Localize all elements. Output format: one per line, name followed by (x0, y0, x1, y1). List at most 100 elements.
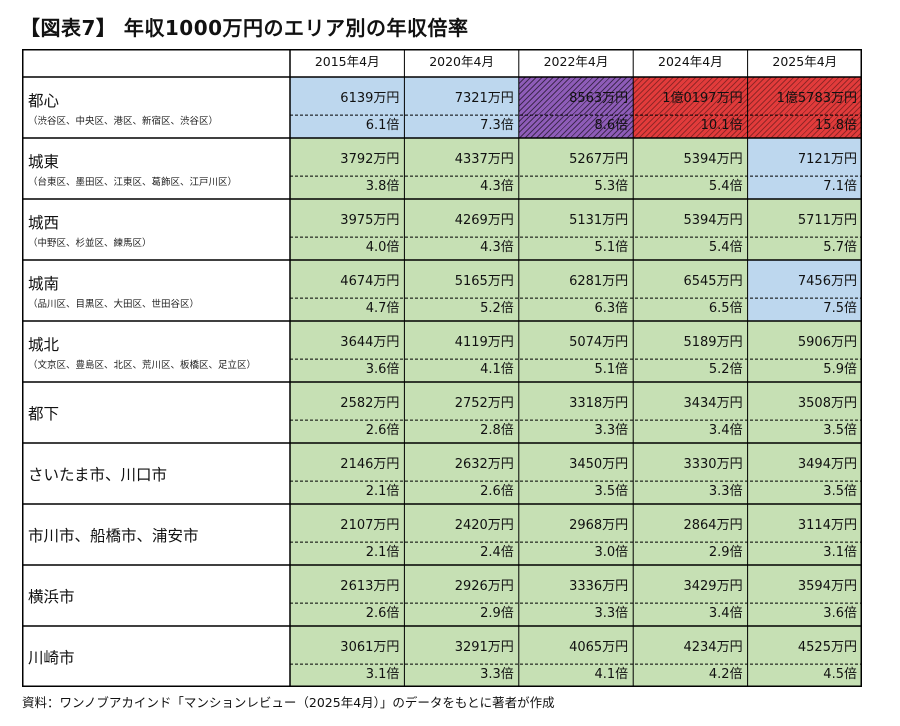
price-cell: 2926万円 (404, 565, 519, 604)
ratio-cell: 2.6倍 (290, 420, 405, 443)
ratio-cell: 3.3倍 (404, 664, 519, 687)
price-cell: 2632万円 (404, 443, 519, 482)
column-header: 2024年4月 (658, 54, 723, 69)
ratio-cell: 7.3倍 (404, 115, 519, 138)
price-cell: 8563万円 (518, 77, 634, 116)
area-wards: （品川区、目黒区、大田区、世田谷区） (28, 298, 200, 310)
ratio-cell: 5.2倍 (633, 359, 748, 382)
area-name: 都心 (28, 91, 60, 110)
ratio-cell: 3.4倍 (633, 603, 748, 626)
ratio-cell: 3.4倍 (633, 420, 748, 443)
price-cell: 4065万円 (518, 626, 634, 665)
price-cell: 2582万円 (290, 382, 405, 421)
ratio-cell: 5.1倍 (518, 359, 634, 382)
ratio-cell: 2.9倍 (633, 542, 748, 565)
ratio-cell: 5.9倍 (747, 359, 862, 382)
ratio-cell: 6.1倍 (290, 115, 405, 138)
price-cell: 2864万円 (633, 504, 748, 543)
area-name: 市川市、船橋市、浦安市 (28, 526, 199, 545)
price-cell: 3330万円 (633, 443, 748, 482)
ratio-cell: 2.6倍 (404, 481, 519, 504)
area-name: 城東 (28, 152, 60, 171)
price-cell: 3644万円 (290, 321, 405, 360)
price-cell: 2752万円 (404, 382, 519, 421)
price-cell: 5267万円 (518, 138, 634, 177)
price-cell: 2146万円 (290, 443, 405, 482)
row-label: 横浜市 (22, 565, 290, 626)
row-label: 城東 （台東区、墨田区、江東区、葛飾区、江戸川区） (22, 138, 290, 199)
area-wards: （台東区、墨田区、江東区、葛飾区、江戸川区） (28, 176, 238, 188)
row-label: 川崎市 (22, 626, 290, 687)
row-label: さいたま市、川口市 (22, 443, 290, 504)
area-wards: （渋谷区、中央区、港区、新宿区、渋谷区） (28, 115, 219, 127)
source-note: 資料：ワンノブアカインド「マンションレビュー（2025年4月）」のデータをもとに… (22, 695, 555, 710)
price-cell: 7321万円 (404, 77, 519, 116)
price-cell: 1億5783万円 (747, 77, 862, 116)
ratio-cell: 3.6倍 (747, 603, 862, 626)
ratio-cell: 3.8倍 (290, 176, 405, 199)
price-cell: 5189万円 (633, 321, 748, 360)
ratio-cell: 3.1倍 (747, 542, 862, 565)
column-header: 2022年4月 (543, 54, 609, 69)
area-name: 川崎市 (28, 648, 75, 667)
ratio-cell: 5.1倍 (518, 237, 634, 260)
ratio-cell: 2.9倍 (404, 603, 519, 626)
area-name: 城北 (28, 335, 60, 354)
ratio-cell: 2.1倍 (290, 481, 405, 504)
price-cell: 5131万円 (518, 199, 634, 238)
ratio-cell: 5.2倍 (404, 298, 519, 321)
ratio-cell: 4.1倍 (404, 359, 519, 382)
ratio-cell: 7.1倍 (747, 176, 862, 199)
price-cell: 7456万円 (747, 260, 862, 299)
ratio-cell: 3.3倍 (518, 420, 634, 443)
ratio-cell: 3.1倍 (290, 664, 405, 687)
ratio-cell: 5.7倍 (747, 237, 862, 260)
price-cell: 2613万円 (290, 565, 405, 604)
ratio-table: 2015年4月 2020年4月 2022年4月 2024年4月 2025年4月都心 （渋谷… (22, 49, 862, 687)
price-cell: 2420万円 (404, 504, 519, 543)
price-cell: 3429万円 (633, 565, 748, 604)
ratio-cell: 4.0倍 (290, 237, 405, 260)
price-cell: 2107万円 (290, 504, 405, 543)
price-cell: 4119万円 (404, 321, 519, 360)
price-cell: 5906万円 (747, 321, 862, 360)
price-cell: 3291万円 (404, 626, 519, 665)
ratio-cell: 3.5倍 (747, 420, 862, 443)
price-cell: 6545万円 (633, 260, 748, 299)
price-cell: 3792万円 (290, 138, 405, 177)
ratio-cell: 2.1倍 (290, 542, 405, 565)
ratio-cell: 10.1倍 (633, 115, 748, 138)
price-cell: 6281万円 (518, 260, 634, 299)
ratio-cell: 3.0倍 (518, 542, 634, 565)
price-cell: 7121万円 (747, 138, 862, 177)
column-header: 2025年4月 (772, 54, 838, 69)
ratio-cell: 2.8倍 (404, 420, 519, 443)
ratio-cell: 5.4倍 (633, 237, 748, 260)
ratio-cell: 7.5倍 (747, 298, 862, 321)
area-name: 城南 (28, 274, 60, 293)
table-border (22, 49, 862, 687)
chart-title: 【図表7】 年収1000万円のエリア別の年収倍率 (20, 16, 469, 40)
area-name: 横浜市 (28, 587, 75, 606)
area-name: 城西 (28, 213, 60, 232)
ratio-cell: 3.5倍 (747, 481, 862, 504)
column-header: 2020年4月 (429, 54, 494, 69)
column-header: 2015年4月 (314, 54, 380, 69)
price-cell: 5074万円 (518, 321, 634, 360)
price-cell: 6139万円 (290, 77, 405, 116)
price-cell: 5394万円 (633, 199, 748, 238)
ratio-cell: 2.4倍 (404, 542, 519, 565)
row-label: 都心 （渋谷区、中央区、港区、新宿区、渋谷区） (22, 77, 290, 138)
price-cell: 5711万円 (747, 199, 862, 238)
ratio-cell: 4.1倍 (518, 664, 634, 687)
price-cell: 3975万円 (290, 199, 405, 238)
ratio-cell: 6.3倍 (518, 298, 634, 321)
price-cell: 5165万円 (404, 260, 519, 299)
ratio-cell: 6.5倍 (633, 298, 748, 321)
price-cell: 1億0197万円 (633, 77, 748, 116)
ratio-cell: 4.2倍 (633, 664, 748, 687)
row-label: 城北 （文京区、豊島区、北区、荒川区、板橋区、足立区） (22, 321, 290, 382)
table-lines (22, 49, 862, 687)
ratio-cell: 3.3倍 (633, 481, 748, 504)
ratio-cell: 15.8倍 (747, 115, 862, 138)
